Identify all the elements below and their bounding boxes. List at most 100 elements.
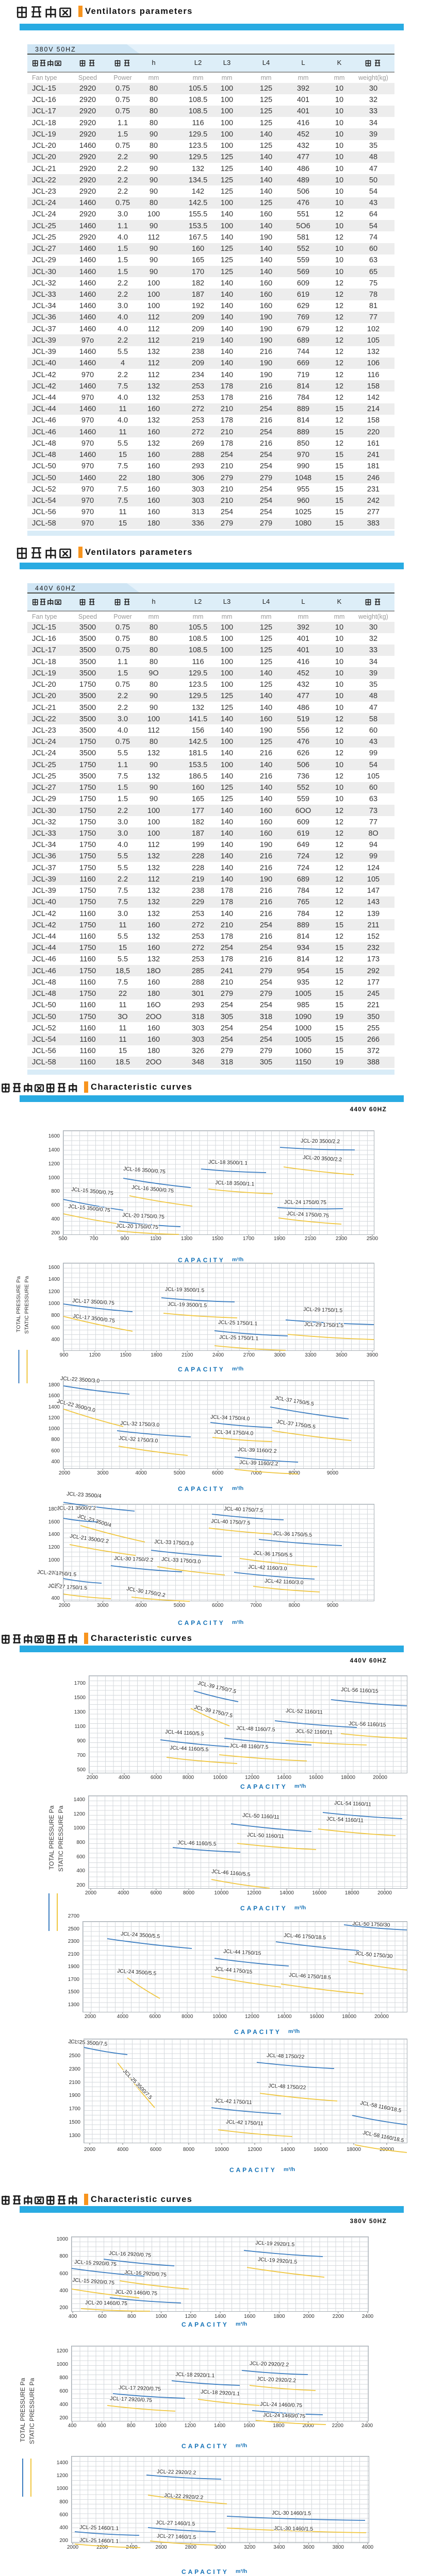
svg-text:JCL-22 3500/3.0: JCL-22 3500/3.0 bbox=[60, 1376, 100, 1384]
svg-text:JCL-39 1750/7.5: JCL-39 1750/7.5 bbox=[197, 1681, 237, 1695]
svg-text:JCL-30 1750/2.2: JCL-30 1750/2.2 bbox=[126, 1586, 166, 1599]
svg-text:JCL-30 1460/1.5: JCL-30 1460/1.5 bbox=[272, 2511, 311, 2517]
svg-text:JCL-54 1160/11: JCL-54 1160/11 bbox=[326, 1817, 364, 1824]
svg-text:JCL-37 1750/5.5: JCL-37 1750/5.5 bbox=[276, 1419, 316, 1431]
svg-text:JCL-20 3500/2.2: JCL-20 3500/2.2 bbox=[303, 1155, 342, 1163]
svg-text:JCL-48 1160/7.5: JCL-48 1160/7.5 bbox=[236, 1726, 275, 1733]
svg-text:JCL-44 1160/5.5: JCL-44 1160/5.5 bbox=[170, 1745, 209, 1753]
svg-text:JCL-24 3500/5.5: JCL-24 3500/5.5 bbox=[121, 1931, 160, 1940]
svg-text:JCL-30 1460/1.5: JCL-30 1460/1.5 bbox=[274, 2526, 314, 2532]
svg-text:JCL-46 1160/5.5: JCL-46 1160/5.5 bbox=[177, 1840, 217, 1848]
svg-text:JCL-24 1750/0.75: JCL-24 1750/0.75 bbox=[287, 1211, 330, 1219]
svg-text:JCL-42 1750/11: JCL-42 1750/11 bbox=[226, 2120, 264, 2127]
svg-text:JCL-39 1160/2.2: JCL-39 1160/2.2 bbox=[238, 1447, 277, 1454]
svg-text:JCL-29 1750/1.5: JCL-29 1750/1.5 bbox=[304, 1322, 344, 1329]
svg-text:JCL-48 1160/7.5: JCL-48 1160/7.5 bbox=[229, 1743, 269, 1751]
svg-text:JCL-33 1750/3.0: JCL-33 1750/3.0 bbox=[154, 1539, 194, 1547]
svg-text:JCL-32 1750/3.0: JCL-32 1750/3.0 bbox=[120, 1421, 160, 1428]
svg-text:JCL-48 1750/22: JCL-48 1750/22 bbox=[267, 2053, 305, 2060]
svg-text:JCL-20 2920/2.2: JCL-20 2920/2.2 bbox=[257, 2377, 297, 2384]
svg-text:JCL-23 3500/4: JCL-23 3500/4 bbox=[67, 1492, 102, 1500]
svg-text:JCL-16 3500/0.75: JCL-16 3500/0.75 bbox=[123, 1166, 166, 1175]
svg-text:JCL-19 2920/1.5: JCL-19 2920/1.5 bbox=[258, 2257, 298, 2265]
svg-text:JCL-36 1750/5.5: JCL-36 1750/5.5 bbox=[273, 1531, 312, 1538]
svg-text:JCL-30 1750/2.2: JCL-30 1750/2.2 bbox=[114, 1556, 154, 1564]
svg-text:JCL-19 2920/1.5: JCL-19 2920/1.5 bbox=[255, 2241, 295, 2248]
svg-text:JCL-29 1750/1.5: JCL-29 1750/1.5 bbox=[303, 1307, 343, 1314]
svg-text:JCL-21 3500/2.2: JCL-21 3500/2.2 bbox=[57, 1506, 96, 1512]
svg-text:JCL-25 3500/7.5: JCL-25 3500/7.5 bbox=[122, 2069, 153, 2101]
svg-text:JCL-56 1160/15: JCL-56 1160/15 bbox=[341, 1687, 378, 1694]
svg-text:JCL-50 1750/30: JCL-50 1750/30 bbox=[352, 1921, 390, 1928]
svg-text:JCL-18 2920/1.1: JCL-18 2920/1.1 bbox=[175, 2372, 215, 2379]
svg-text:JCL-52 1160/11: JCL-52 1160/11 bbox=[286, 1708, 323, 1716]
svg-text:JCL-56 1160/15: JCL-56 1160/15 bbox=[349, 1721, 386, 1728]
svg-text:JCL-18 2920/1.1: JCL-18 2920/1.1 bbox=[201, 2389, 240, 2397]
svg-text:JCL-40 1750/7.5: JCL-40 1750/7.5 bbox=[211, 1519, 251, 1527]
svg-text:JCL-20 1460/0.75: JCL-20 1460/0.75 bbox=[85, 2300, 127, 2307]
svg-text:JCL-58 1160/18.5: JCL-58 1160/18.5 bbox=[359, 2100, 402, 2114]
svg-text:JCL-24 1460/0.75: JCL-24 1460/0.75 bbox=[260, 2402, 302, 2409]
svg-text:JCL-37 1750/5.5: JCL-37 1750/5.5 bbox=[275, 1396, 315, 1408]
svg-text:JCL-20 1750/0.75: JCL-20 1750/0.75 bbox=[116, 1224, 158, 1231]
svg-text:JCL-42 1750/11: JCL-42 1750/11 bbox=[215, 2098, 252, 2106]
svg-text:JCL-50 1160/11: JCL-50 1160/11 bbox=[247, 1833, 284, 1840]
svg-text:JCL-20 1750/0.75: JCL-20 1750/0.75 bbox=[122, 1213, 165, 1221]
svg-text:JCL-15 3500/0.75: JCL-15 3500/0.75 bbox=[71, 1187, 114, 1197]
svg-text:JCL-58 1160/18.5: JCL-58 1160/18.5 bbox=[362, 2130, 404, 2144]
svg-text:JCL-20 1460/0.75: JCL-20 1460/0.75 bbox=[115, 2290, 158, 2297]
svg-text:JCL-46 1750/18.5: JCL-46 1750/18.5 bbox=[284, 1933, 326, 1941]
svg-text:JCL-46 1160/5.5: JCL-46 1160/5.5 bbox=[211, 1869, 251, 1878]
svg-text:JCL-22 2920/2.2: JCL-22 2920/2.2 bbox=[164, 2493, 204, 2501]
svg-text:JCL-25 3500/7.5: JCL-25 3500/7.5 bbox=[68, 2039, 108, 2047]
svg-text:JCL-22 3500/3.0: JCL-22 3500/3.0 bbox=[56, 1399, 96, 1414]
svg-text:JCL-44 1160/5.5: JCL-44 1160/5.5 bbox=[165, 1730, 204, 1737]
svg-text:JCL-15 2920/0.75: JCL-15 2920/0.75 bbox=[74, 2260, 117, 2268]
svg-text:JCL-33 1750/3.0: JCL-33 1750/3.0 bbox=[161, 1557, 201, 1565]
svg-text:JCL-17 2920/0.75: JCL-17 2920/0.75 bbox=[110, 2396, 153, 2404]
svg-text:JCL-32 1750/3.0: JCL-32 1750/3.0 bbox=[119, 1436, 158, 1445]
svg-text:JCL-39 1750/7.5: JCL-39 1750/7.5 bbox=[193, 1705, 233, 1719]
svg-text:JCL-50 1750/30: JCL-50 1750/30 bbox=[355, 1951, 393, 1960]
svg-text:JCL-34 1750/4.0: JCL-34 1750/4.0 bbox=[210, 1415, 250, 1422]
svg-text:JCL-15 2920/0.75: JCL-15 2920/0.75 bbox=[72, 2278, 115, 2286]
svg-text:JCL-40 1750/7.5: JCL-40 1750/7.5 bbox=[224, 1506, 264, 1514]
svg-text:JCL-54 1160/11: JCL-54 1160/11 bbox=[334, 1801, 371, 1808]
svg-text:JCL-44 1750/15: JCL-44 1750/15 bbox=[215, 1967, 253, 1975]
svg-text:JCL-16 2920/0.75: JCL-16 2920/0.75 bbox=[124, 2270, 167, 2278]
svg-text:JCL-20 3500/2.2: JCL-20 3500/2.2 bbox=[301, 1139, 340, 1145]
svg-text:JCL-27 1750/1.5: JCL-27 1750/1.5 bbox=[37, 1570, 77, 1578]
svg-text:JCL-27 1750/1.5: JCL-27 1750/1.5 bbox=[48, 1584, 88, 1591]
svg-text:JCL-17 3500/0.75: JCL-17 3500/0.75 bbox=[73, 1314, 116, 1325]
svg-text:JCL-39 1160/2.2: JCL-39 1160/2.2 bbox=[239, 1460, 278, 1467]
svg-text:JCL-48 1750/22: JCL-48 1750/22 bbox=[268, 2083, 306, 2091]
svg-text:JCL-15 3500/0.75: JCL-15 3500/0.75 bbox=[68, 1204, 111, 1214]
svg-text:JCL-18 3500/1.1: JCL-18 3500/1.1 bbox=[208, 1160, 248, 1166]
svg-text:JCL-27 1460/1.5: JCL-27 1460/1.5 bbox=[156, 2520, 195, 2528]
svg-text:JCL-24 1460/0.75: JCL-24 1460/0.75 bbox=[263, 2413, 305, 2420]
svg-text:JCL-34 1750/4.0: JCL-34 1750/4.0 bbox=[214, 1430, 254, 1437]
svg-text:JCL-27 1460/1.5: JCL-27 1460/1.5 bbox=[157, 2534, 196, 2541]
svg-text:JCL-16 2920/0.75: JCL-16 2920/0.75 bbox=[109, 2251, 152, 2259]
svg-text:JCL-18 3500/1.1: JCL-18 3500/1.1 bbox=[215, 1180, 255, 1188]
svg-text:JCL-17 3500/0.75: JCL-17 3500/0.75 bbox=[72, 1298, 115, 1307]
svg-text:JCL-25 1750/1.1: JCL-25 1750/1.1 bbox=[219, 1335, 259, 1342]
svg-text:JCL-44 1750/15: JCL-44 1750/15 bbox=[223, 1949, 261, 1957]
svg-text:JCL-25 1460/1.1: JCL-25 1460/1.1 bbox=[79, 2525, 119, 2532]
svg-text:JCL-25 1460/1.1: JCL-25 1460/1.1 bbox=[79, 2538, 119, 2545]
svg-text:JCL-36 1750/5.5: JCL-36 1750/5.5 bbox=[253, 1551, 293, 1558]
svg-text:JCL-19 3500/1.5: JCL-19 3500/1.5 bbox=[168, 1302, 207, 1309]
svg-text:JCL-22 2920/2.2: JCL-22 2920/2.2 bbox=[157, 2469, 196, 2476]
svg-text:JCL-21 3500/2.2: JCL-21 3500/2.2 bbox=[70, 1534, 109, 1545]
svg-text:JCL-42 1160/3.0: JCL-42 1160/3.0 bbox=[248, 1565, 287, 1572]
svg-text:JCL-17 2920/0.75: JCL-17 2920/0.75 bbox=[119, 2385, 161, 2393]
svg-text:JCL-46 1750/18.5: JCL-46 1750/18.5 bbox=[289, 1973, 332, 1981]
svg-text:JCL-42 1160/3.0: JCL-42 1160/3.0 bbox=[265, 1579, 304, 1586]
svg-text:JCL-52 1160/11: JCL-52 1160/11 bbox=[295, 1729, 333, 1736]
svg-text:JCL-24 1750/0.75: JCL-24 1750/0.75 bbox=[284, 1200, 326, 1206]
svg-text:JCL-25 1750/1.1: JCL-25 1750/1.1 bbox=[218, 1320, 258, 1327]
svg-text:JCL-16 3500/0.75: JCL-16 3500/0.75 bbox=[131, 1185, 174, 1194]
svg-text:JCL-20 2920/2.2: JCL-20 2920/2.2 bbox=[250, 2361, 289, 2368]
svg-text:JCL-24 3500/5.5: JCL-24 3500/5.5 bbox=[117, 1969, 157, 1977]
svg-text:JCL-19 3500/1.5: JCL-19 3500/1.5 bbox=[165, 1287, 205, 1294]
